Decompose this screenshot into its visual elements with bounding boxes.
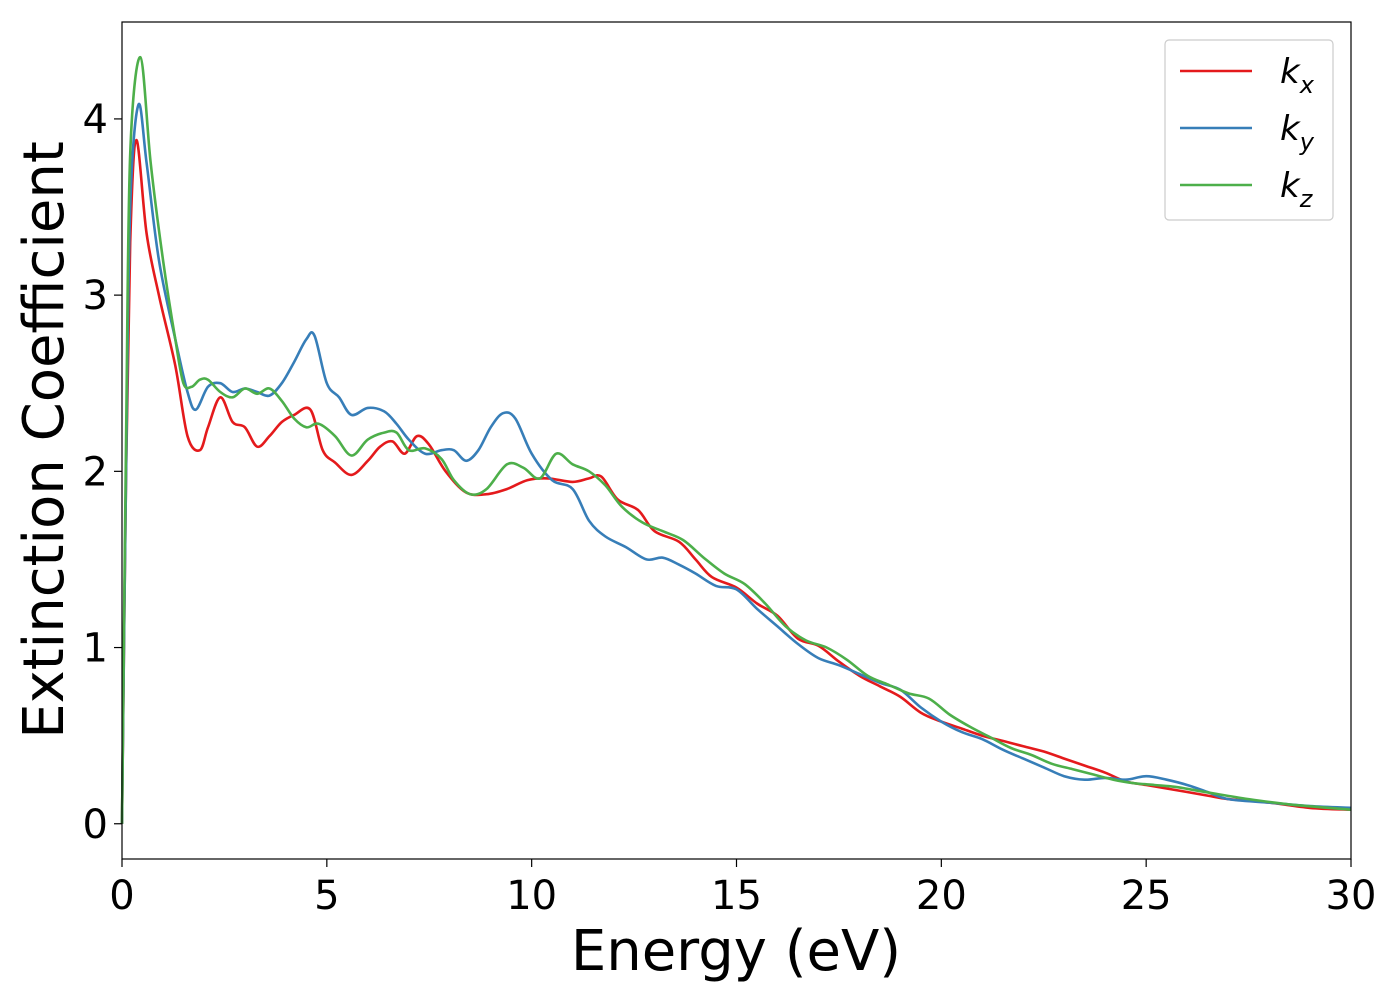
series-layer — [120, 55, 1352, 824]
legend-label-main: k — [1280, 52, 1301, 92]
y-tick-label: 2 — [83, 449, 108, 495]
y-tick-label: 1 — [83, 626, 108, 672]
y-axis-ticks: 0 1 2 3 4 — [83, 97, 122, 848]
legend-box — [1164, 39, 1334, 221]
x-tick-label: 15 — [711, 873, 762, 919]
x-axis-ticks: 0 5 10 15 20 25 30 — [109, 859, 1376, 919]
plot-background — [122, 22, 1351, 859]
x-tick-label: 0 — [109, 873, 134, 919]
legend-label-main: k — [1280, 166, 1301, 206]
y-tick-label: 3 — [83, 273, 108, 319]
legend-label-ky: ky — [1280, 109, 1315, 156]
series-line-kz — [120, 55, 1352, 824]
y-axis-title: Extinction Coefficient — [12, 141, 77, 739]
legend-label-kx: kx — [1280, 52, 1315, 99]
y-tick-label: 4 — [83, 97, 108, 143]
legend-label-subscript: z — [1299, 185, 1314, 213]
legend-label-subscript: x — [1299, 71, 1315, 99]
x-tick-label: 25 — [1121, 873, 1172, 919]
x-tick-label: 20 — [916, 873, 967, 919]
series-line-kx — [120, 138, 1352, 824]
y-tick-label: 0 — [83, 802, 108, 848]
x-tick-label: 5 — [314, 873, 339, 919]
x-tick-label: 10 — [506, 873, 557, 919]
legend-label-kz: kz — [1280, 166, 1314, 213]
x-tick-label: 30 — [1326, 873, 1377, 919]
legend-label-subscript: y — [1299, 128, 1315, 156]
legend-label-main: k — [1280, 109, 1301, 149]
x-axis-title: Energy (eV) — [571, 919, 901, 984]
